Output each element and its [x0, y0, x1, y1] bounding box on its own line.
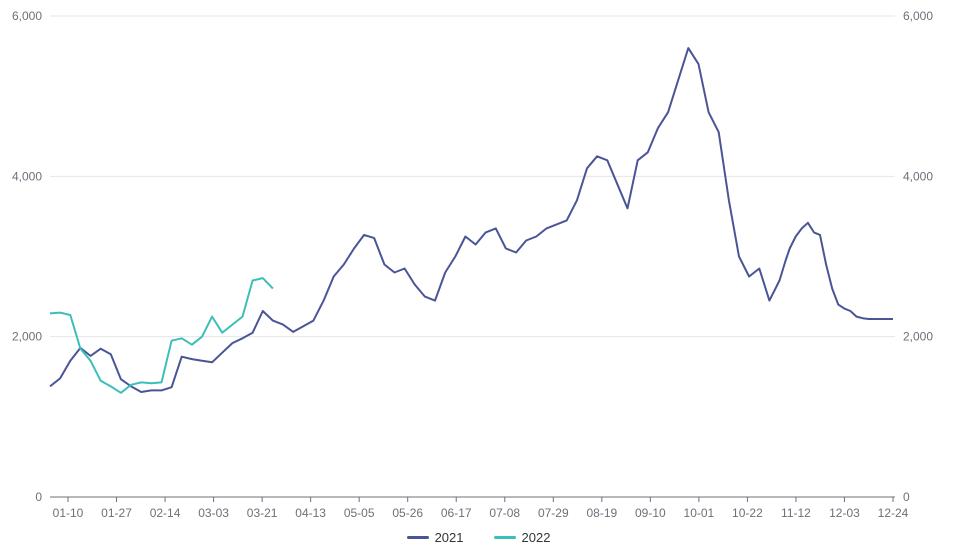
x-tick-label: 03-03 [198, 506, 229, 520]
x-tick-label: 09-10 [635, 506, 666, 520]
y-tick-label-left: 4,000 [12, 169, 42, 183]
x-tick-label: 07-08 [489, 506, 520, 520]
y-tick-label-left: 0 [35, 490, 42, 504]
x-tick-label: 11-12 [781, 506, 811, 520]
legend-swatch-2022 [493, 536, 516, 539]
x-tick-label: 04-13 [295, 506, 326, 520]
legend-item-2021[interactable]: 2021 [406, 530, 464, 545]
x-tick-label: 03-21 [247, 506, 278, 520]
y-tick-label-right: 2,000 [903, 330, 933, 344]
y-tick-label-right: 0 [903, 490, 910, 504]
x-tick-label: 10-22 [732, 506, 763, 520]
x-tick-label: 05-26 [392, 506, 423, 520]
legend: 2021 2022 [0, 530, 957, 545]
legend-swatch-2021 [406, 536, 429, 539]
legend-item-2022[interactable]: 2022 [493, 530, 551, 545]
x-tick-label: 01-10 [53, 506, 84, 520]
series-line-2022[interactable] [49, 277, 274, 394]
y-tick-label-right: 4,000 [903, 169, 933, 183]
x-tick-label: 02-14 [150, 506, 181, 520]
legend-label-2021: 2021 [434, 530, 464, 545]
y-axis-left: 0 2,000 4,000 6,000 [12, 9, 42, 504]
x-tick-label: 12-24 [878, 506, 909, 520]
x-tick-label: 06-17 [441, 506, 472, 520]
series-line-2021[interactable] [49, 47, 893, 393]
x-tick-label: 12-03 [829, 506, 860, 520]
y-tick-label-right: 6,000 [903, 9, 933, 23]
legend-label-2022: 2022 [521, 530, 551, 545]
series-lines [49, 47, 893, 394]
x-tick-label: 01-27 [101, 506, 132, 520]
x-tick-label: 08-19 [586, 506, 617, 520]
x-axis: 01-10 01-27 02-14 03-03 03-21 04-13 05-05 05-26… [53, 497, 909, 520]
grid-lines [50, 15, 895, 498]
x-tick-label: 05-05 [344, 506, 375, 520]
y-tick-label-left: 2,000 [12, 330, 42, 344]
y-tick-label-left: 6,000 [12, 9, 42, 23]
x-tick-label: 10-01 [684, 506, 715, 520]
y-axis-right: 0 2,000 4,000 6,000 [903, 9, 933, 504]
x-tick-label: 07-29 [538, 506, 569, 520]
